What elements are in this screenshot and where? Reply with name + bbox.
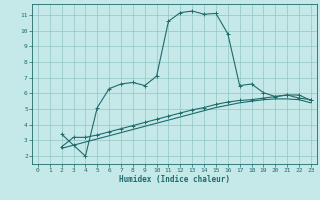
X-axis label: Humidex (Indice chaleur): Humidex (Indice chaleur) — [119, 175, 230, 184]
